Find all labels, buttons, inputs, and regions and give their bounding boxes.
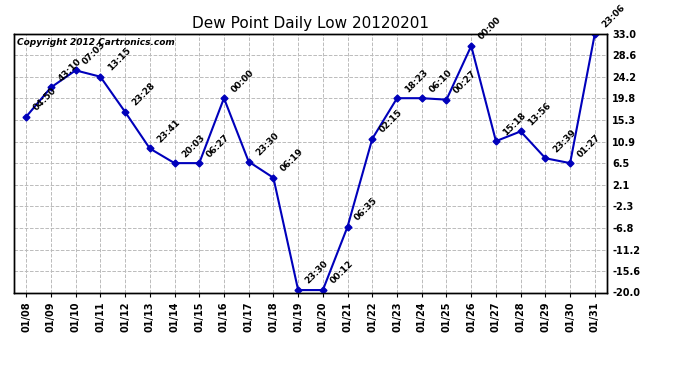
Text: 13:15: 13:15 xyxy=(106,46,132,72)
Text: 04:50: 04:50 xyxy=(32,86,58,112)
Text: 06:35: 06:35 xyxy=(353,196,380,222)
Text: 01:27: 01:27 xyxy=(575,132,602,159)
Title: Dew Point Daily Low 20120201: Dew Point Daily Low 20120201 xyxy=(192,16,429,31)
Text: 43:10: 43:10 xyxy=(57,57,83,83)
Text: 23:39: 23:39 xyxy=(551,128,578,154)
Text: 06:19: 06:19 xyxy=(279,147,306,174)
Text: Copyright 2012 Cartronics.com: Copyright 2012 Cartronics.com xyxy=(17,38,175,46)
Text: 13:56: 13:56 xyxy=(526,100,553,127)
Text: 06:27: 06:27 xyxy=(205,132,231,159)
Text: 00:00: 00:00 xyxy=(230,68,256,94)
Text: 00:00: 00:00 xyxy=(477,15,503,42)
Text: 00:12: 00:12 xyxy=(328,260,355,286)
Text: 06:10: 06:10 xyxy=(427,68,454,94)
Text: 23:30: 23:30 xyxy=(304,260,331,286)
Text: 23:41: 23:41 xyxy=(155,118,182,144)
Text: 18:23: 18:23 xyxy=(402,68,429,94)
Text: 15:18: 15:18 xyxy=(502,110,528,137)
Text: 20:03: 20:03 xyxy=(180,132,206,159)
Text: 23:28: 23:28 xyxy=(130,81,157,108)
Text: 07:03: 07:03 xyxy=(81,40,108,66)
Text: 00:27: 00:27 xyxy=(452,69,479,96)
Text: 02:15: 02:15 xyxy=(378,108,404,135)
Text: 23:06: 23:06 xyxy=(600,3,627,30)
Text: 23:30: 23:30 xyxy=(254,131,281,158)
